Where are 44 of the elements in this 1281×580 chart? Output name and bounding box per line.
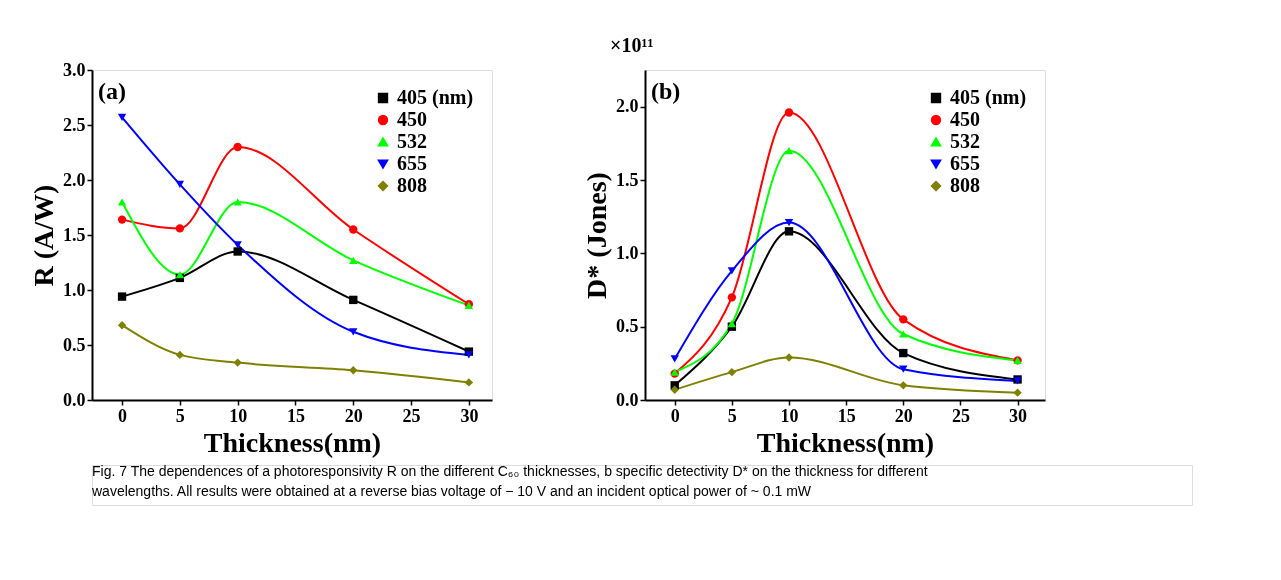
- legend-label: 655: [950, 152, 980, 174]
- legend-label: 808: [397, 174, 427, 196]
- x-tick-label: 15: [286, 405, 305, 426]
- legend-label: 450: [950, 108, 980, 130]
- legend-label: 450: [397, 108, 427, 130]
- annotation: (b): [651, 78, 681, 104]
- y-tick-label: 2.0: [63, 169, 86, 190]
- legend-label: 405 (nm): [397, 86, 474, 109]
- y-tick-label: 2.5: [63, 114, 86, 135]
- y-tick-label: 1.0: [63, 279, 86, 300]
- legend-label: 532: [950, 130, 980, 152]
- x-tick-label: 25: [402, 405, 421, 426]
- x-tick-label: 10: [229, 405, 248, 426]
- y-axis-title: D* (Jones): [581, 172, 612, 299]
- y-tick-label: 0.0: [63, 389, 86, 410]
- y-tick-label: 0.0: [616, 389, 639, 410]
- y-tick-label: 1.5: [63, 224, 86, 245]
- annotation: (a): [98, 78, 126, 104]
- legend-label: 532: [397, 130, 427, 152]
- text: ×10¹¹: [610, 34, 654, 56]
- x-tick-label: 25: [951, 405, 970, 426]
- x-tick-label: 20: [344, 405, 363, 426]
- x-axis-title: Thickness(nm): [203, 426, 382, 458]
- y-axis-title: R (A/W): [28, 184, 59, 287]
- y-tick-label: 3.0: [63, 59, 86, 80]
- x-tick-label: 0: [670, 405, 680, 426]
- legend-label: 655: [397, 152, 427, 174]
- legend-label: 808: [950, 174, 980, 196]
- y-tick-label: 2.0: [616, 96, 639, 117]
- y-tick-label: 1.0: [616, 242, 639, 263]
- x-tick-label: 30: [460, 405, 479, 426]
- x-tick-label: 5: [175, 405, 185, 426]
- x-tick-label: 10: [780, 405, 799, 426]
- y-tick-label: 0.5: [616, 316, 639, 337]
- x-axis-title: Thickness(nm): [756, 426, 935, 458]
- legend-label: 405 (nm): [950, 86, 1027, 109]
- x-tick-label: 15: [837, 405, 856, 426]
- caption: Fig. 7 The dependences of a photoresponsivity R on the different C₆₀ thicknesses, b specific detectivity D* on the thickness for different wavelengths. All results were obtained at a reverse bias voltage of − 10 V and an incident optical power of ~ 0.1 mW: [91, 463, 928, 499]
- x-tick-label: 30: [1009, 405, 1028, 426]
- x-tick-label: 5: [727, 405, 737, 426]
- y-tick-label: 1.5: [616, 169, 639, 190]
- x-tick-label: 0: [118, 405, 128, 426]
- x-tick-label: 20: [894, 405, 913, 426]
- y-tick-label: 0.5: [63, 334, 86, 355]
